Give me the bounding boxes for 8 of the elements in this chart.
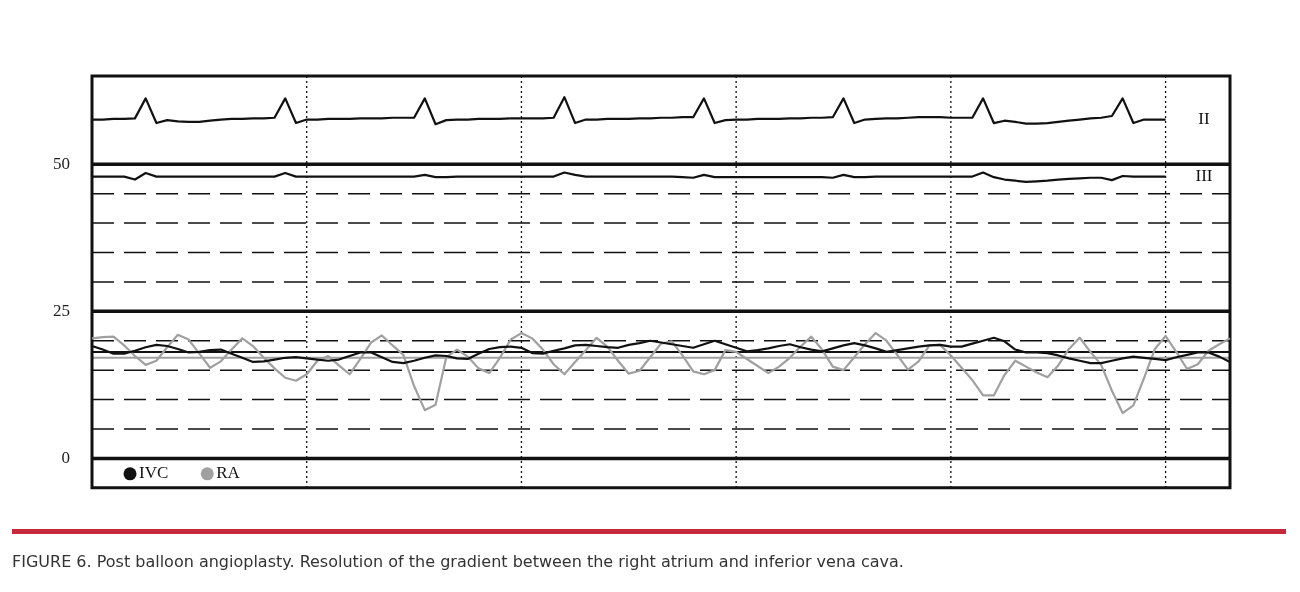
y-tick-label: 25 bbox=[53, 300, 70, 320]
legend-label: IVC bbox=[139, 463, 169, 483]
series-label: II bbox=[1198, 109, 1210, 128]
y-tick-label: 50 bbox=[53, 153, 70, 173]
series-label: III bbox=[1195, 166, 1213, 186]
caption: FIGURE 6. Post balloon angioplasty. Resolution of the gradient between the right atrium and inferior vena cava. bbox=[12, 552, 905, 571]
legend-label: RA bbox=[216, 463, 241, 483]
y-tick-label: 0 bbox=[61, 447, 70, 467]
